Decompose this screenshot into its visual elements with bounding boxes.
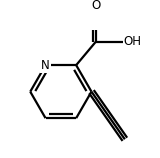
Text: O: O: [91, 0, 100, 12]
Text: OH: OH: [124, 35, 142, 48]
Text: N: N: [41, 59, 50, 72]
